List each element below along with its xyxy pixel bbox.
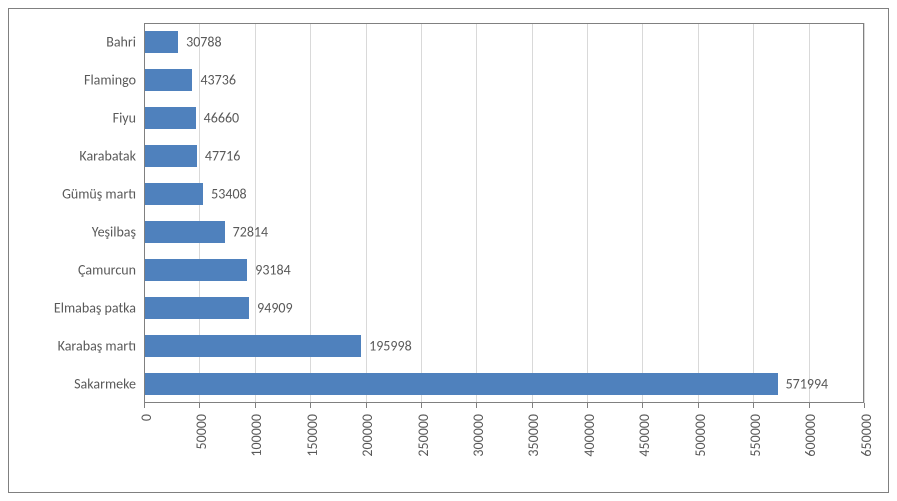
bar — [144, 297, 249, 319]
bar-value-label: 195998 — [369, 338, 412, 355]
bar-value-label: 47716 — [205, 148, 240, 165]
x-tick-label: 300000 — [470, 414, 487, 457]
x-tick — [476, 403, 477, 408]
y-category-label: Sakarmeke — [74, 376, 136, 393]
y-category-label: Fiyu — [113, 110, 136, 127]
gridline — [698, 23, 699, 403]
y-category-label: Elmabaş patka — [54, 300, 136, 317]
plot-area: 0500001000001500002000002500003000003500… — [144, 23, 864, 403]
x-tick — [698, 403, 699, 408]
x-tick-label: 350000 — [525, 414, 542, 457]
chart-frame: 0 50000 100000 150000 200000 250000 300000 3500… — [8, 8, 889, 493]
x-tick — [642, 403, 643, 408]
x-tick-label: 50000 — [193, 414, 210, 449]
gridline — [642, 23, 643, 403]
gridline — [809, 23, 810, 403]
gridline — [476, 23, 477, 403]
bar-value-label: 53408 — [211, 186, 246, 203]
x-tick — [255, 403, 256, 408]
bar-value-label: 72814 — [233, 224, 268, 241]
x-tick — [366, 403, 367, 408]
x-tick — [587, 403, 588, 408]
bar-value-label: 571994 — [786, 376, 829, 393]
bar — [144, 335, 361, 357]
x-tick-label: 250000 — [415, 414, 432, 457]
x-tick-label: 450000 — [636, 414, 653, 457]
bar-value-label: 94909 — [257, 300, 292, 317]
x-tick-label: 0 — [138, 414, 155, 421]
y-category-label: Gümüş martı — [62, 186, 136, 203]
x-tick-label: 500000 — [692, 414, 709, 457]
x-tick-label: 200000 — [359, 414, 376, 457]
gridline — [753, 23, 754, 403]
gridline — [587, 23, 588, 403]
x-tick-label: 150000 — [304, 414, 321, 457]
bar — [144, 183, 203, 205]
bar-value-label: 46660 — [204, 110, 239, 127]
x-tick — [144, 403, 145, 408]
x-tick — [809, 403, 810, 408]
x-tick — [310, 403, 311, 408]
gridline — [366, 23, 367, 403]
x-tick — [864, 403, 865, 408]
y-category-label: Karabatak — [79, 148, 136, 165]
x-tick — [421, 403, 422, 408]
x-tick-label: 100000 — [248, 414, 265, 457]
x-tick — [532, 403, 533, 408]
bar — [144, 31, 178, 53]
x-tick — [753, 403, 754, 408]
gridline — [532, 23, 533, 403]
bar — [144, 69, 192, 91]
gridline — [421, 23, 422, 403]
y-category-label: Karabaş martı — [58, 338, 136, 355]
x-tick-label: 650000 — [858, 414, 875, 457]
x-tick-label: 550000 — [747, 414, 764, 457]
bar — [144, 373, 778, 395]
x-tick-label: 400000 — [581, 414, 598, 457]
bar — [144, 259, 247, 281]
y-category-label: Yeşilbaş — [92, 224, 136, 241]
bar-value-label: 93184 — [255, 262, 290, 279]
bar — [144, 221, 225, 243]
bar-value-label: 43736 — [200, 72, 235, 89]
x-tick — [199, 403, 200, 408]
gridline — [864, 23, 865, 403]
x-tick-label: 600000 — [802, 414, 819, 457]
y-category-label: Çamurcun — [78, 262, 136, 279]
bar — [144, 145, 197, 167]
y-category-label: Flamingo — [84, 72, 136, 89]
bar-value-label: 30788 — [186, 34, 221, 51]
y-category-label: Bahri — [106, 34, 136, 51]
bar — [144, 107, 196, 129]
